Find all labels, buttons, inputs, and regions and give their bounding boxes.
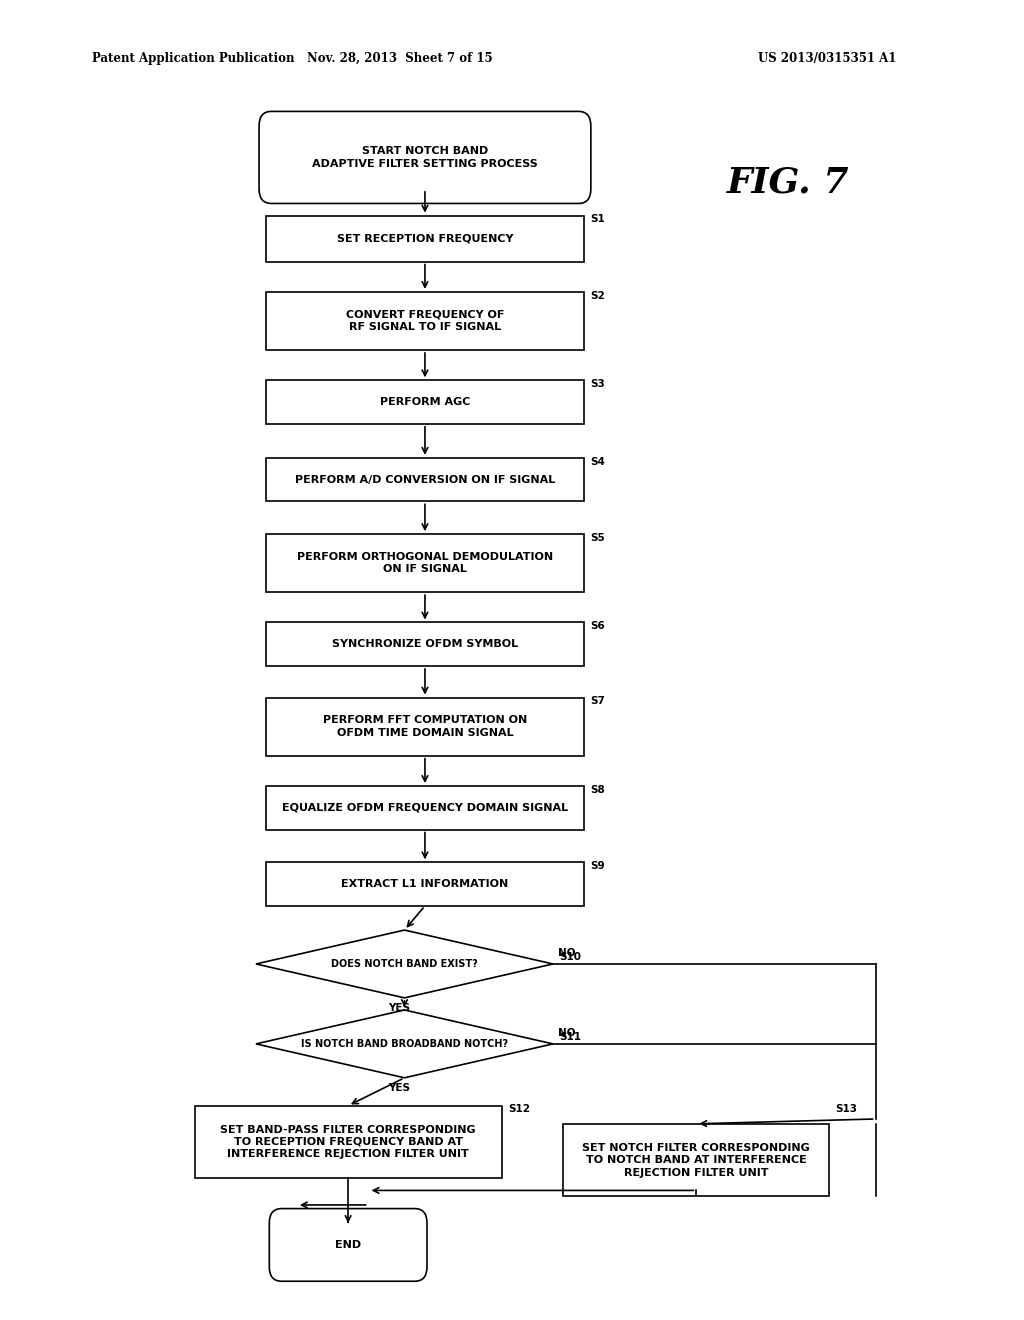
Bar (266, 458, 584, 502)
Text: S10: S10 (559, 952, 581, 962)
Text: DOES NOTCH BAND EXIST?: DOES NOTCH BAND EXIST? (331, 958, 478, 969)
Text: NO: NO (558, 1028, 575, 1038)
FancyBboxPatch shape (269, 1209, 427, 1282)
Text: S13: S13 (836, 1104, 857, 1114)
Bar (195, 1106, 502, 1179)
Text: S5: S5 (590, 533, 604, 543)
Text: SET BAND-PASS FILTER CORRESPONDING
TO RECEPTION FREQUENCY BAND AT
INTERFERENCE R: SET BAND-PASS FILTER CORRESPONDING TO RE… (220, 1125, 476, 1159)
Bar (563, 1123, 829, 1196)
Text: PERFORM A/D CONVERSION ON IF SIGNAL: PERFORM A/D CONVERSION ON IF SIGNAL (295, 475, 555, 484)
Polygon shape (256, 1010, 553, 1078)
Text: CONVERT FREQUENCY OF
RF SIGNAL TO IF SIGNAL: CONVERT FREQUENCY OF RF SIGNAL TO IF SIG… (346, 310, 504, 333)
Text: S8: S8 (590, 784, 604, 795)
Bar (266, 380, 584, 424)
Text: START NOTCH BAND
ADAPTIVE FILTER SETTING PROCESS: START NOTCH BAND ADAPTIVE FILTER SETTING… (312, 147, 538, 169)
Bar (266, 623, 584, 667)
Bar (266, 215, 584, 261)
Bar (266, 535, 584, 593)
Text: FIG. 7: FIG. 7 (727, 165, 850, 199)
Text: SYNCHRONIZE OFDM SYMBOL: SYNCHRONIZE OFDM SYMBOL (332, 639, 518, 649)
Text: S2: S2 (590, 290, 604, 301)
FancyBboxPatch shape (259, 111, 591, 203)
Text: S12: S12 (508, 1105, 529, 1114)
Text: S1: S1 (590, 214, 604, 224)
Text: S7: S7 (590, 697, 605, 706)
Text: S3: S3 (590, 379, 604, 389)
Text: S6: S6 (590, 622, 604, 631)
Text: END: END (335, 1239, 361, 1250)
Text: SET RECEPTION FREQUENCY: SET RECEPTION FREQUENCY (337, 234, 513, 244)
Text: EQUALIZE OFDM FREQUENCY DOMAIN SIGNAL: EQUALIZE OFDM FREQUENCY DOMAIN SIGNAL (282, 803, 568, 813)
Polygon shape (256, 931, 553, 998)
Text: S4: S4 (590, 457, 605, 466)
Bar (266, 862, 584, 906)
Text: YES: YES (388, 1082, 411, 1093)
Text: S9: S9 (590, 861, 604, 871)
Text: PERFORM FFT COMPUTATION ON
OFDM TIME DOMAIN SIGNAL: PERFORM FFT COMPUTATION ON OFDM TIME DOM… (323, 715, 527, 738)
Text: US 2013/0315351 A1: US 2013/0315351 A1 (758, 53, 896, 65)
Text: S11: S11 (559, 1032, 581, 1041)
Text: SET NOTCH FILTER CORRESPONDING
TO NOTCH BAND AT INTERFERENCE
REJECTION FILTER UN: SET NOTCH FILTER CORRESPONDING TO NOTCH … (583, 1143, 810, 1177)
Bar (266, 292, 584, 350)
Text: PERFORM AGC: PERFORM AGC (380, 397, 470, 407)
Text: Nov. 28, 2013  Sheet 7 of 15: Nov. 28, 2013 Sheet 7 of 15 (306, 53, 493, 65)
Text: YES: YES (388, 1003, 411, 1012)
Text: Patent Application Publication: Patent Application Publication (92, 53, 295, 65)
Text: NO: NO (558, 948, 575, 958)
Text: EXTRACT L1 INFORMATION: EXTRACT L1 INFORMATION (341, 879, 509, 890)
Text: IS NOTCH BAND BROADBAND NOTCH?: IS NOTCH BAND BROADBAND NOTCH? (301, 1039, 508, 1049)
Text: PERFORM ORTHOGONAL DEMODULATION
ON IF SIGNAL: PERFORM ORTHOGONAL DEMODULATION ON IF SI… (297, 552, 553, 574)
Bar (266, 785, 584, 829)
Bar (266, 697, 584, 755)
